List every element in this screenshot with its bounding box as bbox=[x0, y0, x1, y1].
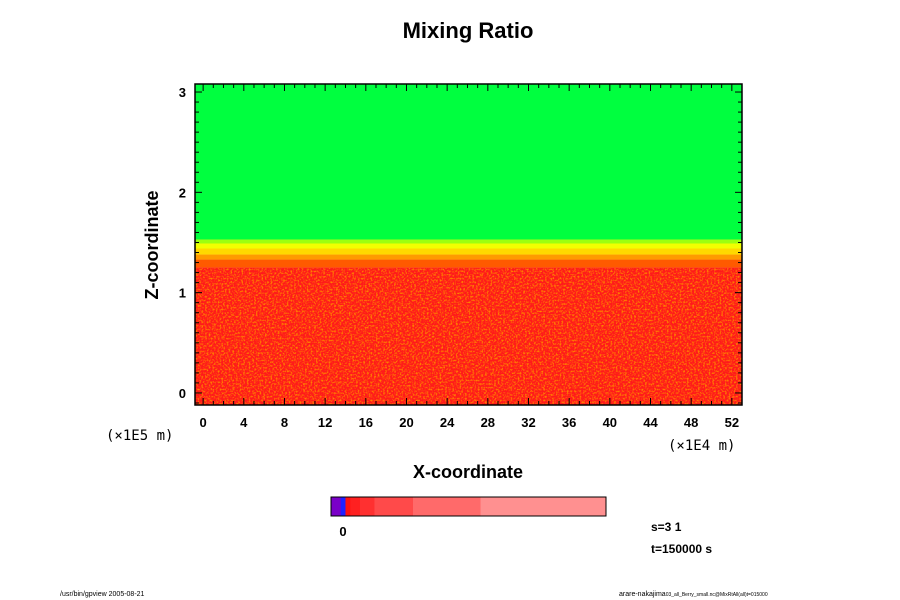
x-tick-label: 36 bbox=[562, 415, 576, 430]
x-tick-label: 0 bbox=[200, 415, 207, 430]
x-tick-label: 52 bbox=[725, 415, 739, 430]
s-label: s=3 1 bbox=[651, 520, 682, 534]
x-tick-label: 32 bbox=[521, 415, 535, 430]
y-axis-ticks: 0 1 2 3 bbox=[179, 85, 742, 404]
layer-band-4 bbox=[195, 243, 742, 249]
footer-right-main: arare-nakajima bbox=[619, 591, 666, 598]
x-axis-units: (×1E4 m) bbox=[668, 438, 735, 454]
colorbar-frame bbox=[330, 496, 607, 517]
plot-area bbox=[195, 84, 742, 405]
x-tick-label: 24 bbox=[440, 415, 455, 430]
y-tick-label: 0 bbox=[179, 386, 186, 401]
layer-band-6 bbox=[195, 84, 742, 240]
x-axis-label: X-coordinate bbox=[413, 462, 523, 482]
colorbar-segment-4 bbox=[359, 497, 375, 516]
layer-band-1 bbox=[195, 259, 742, 268]
colorbar-segment-7 bbox=[480, 497, 607, 516]
t-label: t=150000 s bbox=[651, 542, 712, 556]
x-tick-label: 40 bbox=[603, 415, 617, 430]
colorbar-segment-6 bbox=[413, 497, 481, 516]
x-axis-ticks: 0 4 8 12 16 20 24 28 32 36 40 44 48 52 bbox=[200, 84, 739, 430]
x-tick-label: 44 bbox=[643, 415, 658, 430]
layer-band-5 bbox=[195, 239, 742, 244]
footer-left: /usr/bin/gpview 2005-08-21 bbox=[60, 591, 145, 598]
x-tick-label: 48 bbox=[684, 415, 698, 430]
colorbar-segment-1 bbox=[340, 497, 346, 516]
y-axis-units: (×1E5 m) bbox=[106, 428, 173, 444]
layer-band-2 bbox=[195, 254, 742, 260]
x-tick-label: 28 bbox=[481, 415, 495, 430]
colorbar-segment-2 bbox=[345, 497, 351, 516]
texture-overlay bbox=[195, 268, 742, 405]
x-tick-label: 20 bbox=[399, 415, 413, 430]
colorbar bbox=[331, 497, 607, 516]
footer-right: arare-nakajima03_all_Berry_small.nc@MixR… bbox=[619, 591, 768, 598]
x-tick-label: 12 bbox=[318, 415, 332, 430]
x-tick-label: 8 bbox=[281, 415, 288, 430]
y-axis-label: Z-coordinate bbox=[142, 190, 162, 299]
y-tick-label: 1 bbox=[179, 286, 186, 301]
x-tick-label: 16 bbox=[359, 415, 373, 430]
x-tick-label: 4 bbox=[240, 415, 248, 430]
colorbar-segment-3 bbox=[350, 497, 361, 516]
colorbar-tick-label: 0 bbox=[339, 524, 346, 539]
y-tick-label: 2 bbox=[179, 185, 186, 200]
colorbar-segment-0 bbox=[331, 497, 342, 516]
colorbar-segment-5 bbox=[374, 497, 414, 516]
layer-band-3 bbox=[195, 248, 742, 255]
y-tick-label: 3 bbox=[179, 85, 186, 100]
footer-right-small: 03_all_Berry_small.nc@MixRtAll(all)t=015… bbox=[666, 592, 768, 598]
plot-frame bbox=[194, 83, 743, 406]
chart-title: Mixing Ratio bbox=[403, 18, 534, 43]
